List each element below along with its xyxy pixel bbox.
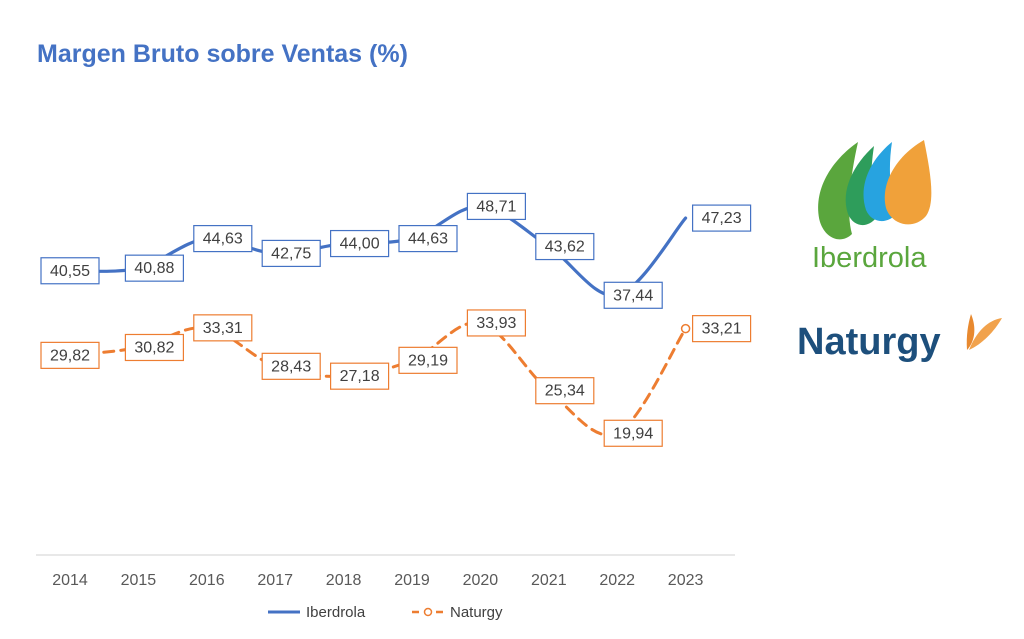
iberdrola-data-label-text: 40,55: [50, 263, 90, 280]
naturgy-data-label-box: [398, 346, 458, 374]
iberdrola-data-label-text: 42,75: [271, 245, 311, 262]
x-tick-label: 2015: [121, 572, 157, 589]
naturgy-data-label-text: 29,82: [50, 347, 90, 364]
iberdrola-data-label: 40,88: [124, 254, 185, 282]
iberdrola-data-label-box: [398, 224, 458, 253]
iberdrola-data-label: 40,55: [40, 257, 100, 285]
x-tick-label: 2022: [599, 572, 635, 589]
iberdrola-data-label: 48,71: [466, 192, 526, 221]
iberdrola-data-label-box: [466, 192, 526, 221]
naturgy-data-label-text: 27,18: [340, 368, 380, 385]
iberdrola-logo: Iberdrola: [812, 140, 932, 274]
naturgy-data-label-box: [193, 314, 253, 342]
naturgy-data-label: 33,31: [193, 314, 253, 342]
iberdrola-data-label-box: [261, 239, 321, 268]
chart-title: Margen Bruto sobre Ventas (%): [37, 40, 408, 68]
x-tick-label: 2023: [668, 572, 704, 589]
x-tick-label: 2021: [531, 572, 567, 589]
iberdrola-data-label-box: [193, 224, 253, 253]
naturgy-point: [680, 323, 691, 334]
legend: Iberdrola Naturgy: [268, 604, 503, 621]
iberdrola-data-label-box: [535, 232, 595, 261]
iberdrola-data-label: 44,63: [193, 224, 253, 253]
iberdrola-data-label-text: 44,63: [203, 231, 243, 248]
naturgy-data-label: 29,19: [398, 346, 458, 374]
naturgy-data-label: 19,94: [603, 419, 663, 447]
naturgy-logo-text: Naturgy: [797, 321, 941, 363]
iberdrola-data-label: 42,75: [261, 239, 321, 268]
naturgy-data-label: 29,82: [40, 341, 100, 369]
naturgy-data-label-box: [603, 419, 663, 447]
naturgy-data-label: 27,18: [330, 362, 390, 390]
iberdrola-data-label: 47,23: [691, 204, 752, 232]
iberdrola-data-label-text: 37,44: [613, 287, 653, 304]
x-tick-label: 2014: [52, 572, 88, 589]
iberdrola-data-label-text: 47,23: [702, 210, 742, 227]
naturgy-data-label-text: 33,31: [203, 320, 243, 337]
iberdrola-data-label: 43,62: [535, 232, 595, 261]
x-tick-label: 2020: [463, 572, 499, 589]
iberdrola-data-label-text: 44,63: [408, 231, 448, 248]
naturgy-data-label-text: 25,34: [545, 383, 585, 400]
naturgy-data-label-box: [535, 377, 595, 405]
iberdrola-data-label-box: [124, 254, 185, 282]
iberdrola-logo-text: Iberdrola: [812, 242, 927, 274]
naturgy-data-label-box: [466, 309, 526, 337]
naturgy-data-label: 28,43: [261, 352, 321, 380]
naturgy-data-label-text: 28,43: [271, 358, 311, 375]
naturgy-data-label: 25,34: [535, 377, 595, 405]
naturgy-data-label-box: [124, 333, 185, 362]
naturgy-data-label-box: [330, 362, 390, 390]
x-tick-label: 2017: [257, 572, 293, 589]
naturgy-data-label-text: 33,21: [702, 321, 742, 338]
naturgy-data-label-text: 29,19: [408, 352, 448, 369]
iberdrola-data-label-box: [40, 257, 100, 285]
iberdrola-line: [68, 204, 688, 298]
naturgy-data-label-text: 33,93: [476, 315, 516, 332]
data-labels-layer: 40,55 40,88 44,63 42,75 44,00 44,63 48,71 43,62…: [40, 192, 752, 447]
x-axis-ticks: 2014 2015 2016 2017 2018 2019 2020 2021 2022 2023: [52, 572, 703, 589]
naturgy-data-label-box: [40, 341, 100, 369]
legend-naturgy-marker: [423, 607, 433, 617]
naturgy-data-label-box: [691, 315, 752, 343]
x-tick-label: 2019: [394, 572, 430, 589]
naturgy-data-label-text: 19,94: [613, 425, 653, 442]
iberdrola-data-label-text: 43,62: [545, 239, 585, 256]
iberdrola-data-label: 44,00: [330, 229, 390, 258]
iberdrola-data-label: 37,44: [603, 281, 663, 309]
iberdrola-data-label-text: 40,88: [134, 260, 174, 277]
iberdrola-data-label-text: 44,00: [340, 236, 380, 253]
naturgy-logo: Naturgy: [797, 314, 1002, 363]
x-tick-label: 2016: [189, 572, 225, 589]
iberdrola-data-label-text: 48,71: [476, 198, 516, 215]
naturgy-data-label-box: [261, 352, 321, 380]
naturgy-data-label: 33,21: [691, 315, 752, 343]
legend-naturgy-label: Naturgy: [450, 604, 503, 621]
iberdrola-data-label-box: [330, 229, 390, 258]
naturgy-butterfly-icon: [966, 314, 1002, 350]
iberdrola-data-label: 44,63: [398, 224, 458, 253]
iberdrola-leaf-icon: [818, 140, 932, 240]
naturgy-data-label: 30,82: [124, 333, 185, 362]
x-tick-label: 2018: [326, 572, 362, 589]
iberdrola-data-label-box: [603, 281, 663, 309]
naturgy-data-label-text: 30,82: [134, 339, 174, 356]
legend-iberdrola-label: Iberdrola: [306, 604, 366, 621]
iberdrola-data-label-box: [691, 204, 752, 232]
naturgy-data-label: 33,93: [466, 309, 526, 337]
